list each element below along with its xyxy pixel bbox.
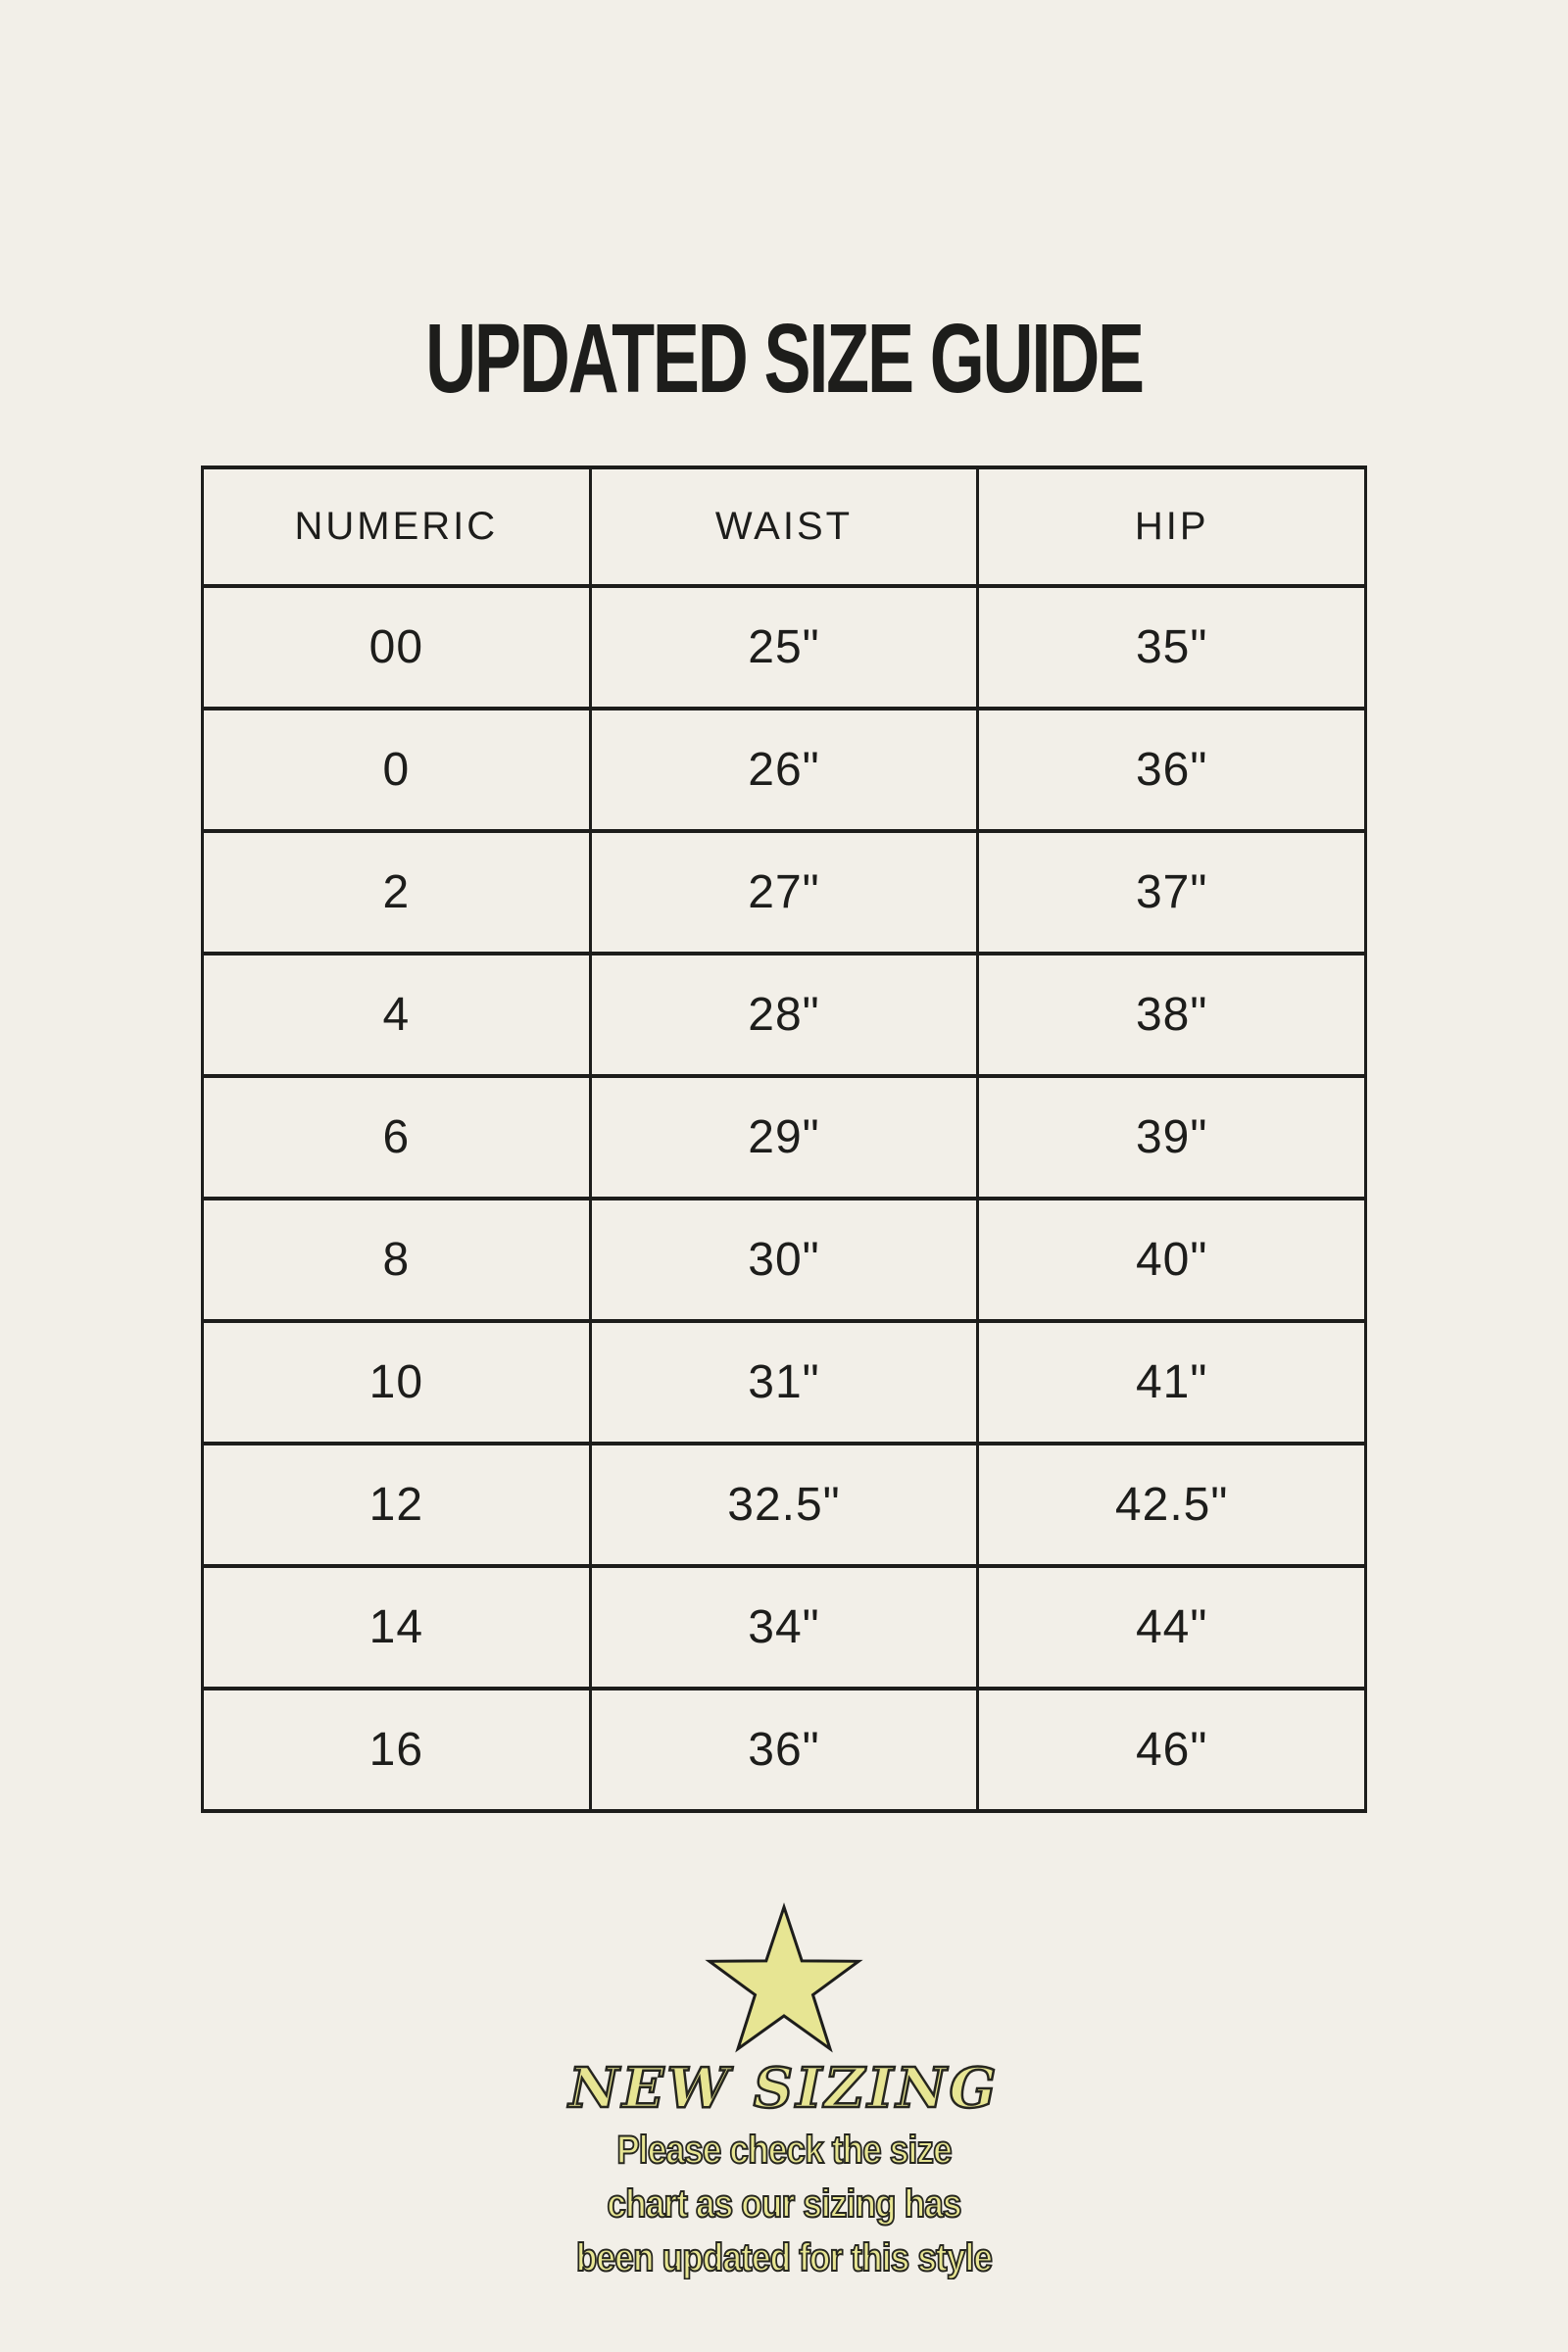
- table-row: 8 30" 40": [201, 1197, 1367, 1323]
- waist-cell: 34": [588, 1564, 980, 1690]
- hip-cell: 44": [976, 1564, 1367, 1690]
- numeric-cell: 2: [201, 829, 592, 956]
- table-row: 00 25" 35": [201, 584, 1367, 710]
- waist-cell: 31": [588, 1319, 980, 1446]
- sizing-note-line: been updated for this style: [575, 2235, 994, 2280]
- table-row: 14 34" 44": [201, 1564, 1367, 1690]
- numeric-cell: 16: [201, 1687, 592, 1813]
- hip-cell: 36": [976, 707, 1367, 833]
- waist-cell: 25": [588, 584, 980, 710]
- waist-cell: 26": [588, 707, 980, 833]
- table-row: 6 29" 39": [201, 1074, 1367, 1200]
- numeric-cell: 00: [201, 584, 592, 710]
- waist-cell: 32.5": [588, 1442, 980, 1568]
- column-header-waist: WAIST: [588, 466, 980, 588]
- table-row: 12 32.5" 42.5": [201, 1442, 1367, 1568]
- page-title: UPDATED SIZE GUIDE: [425, 304, 1145, 414]
- waist-cell: 29": [588, 1074, 980, 1200]
- numeric-cell: 4: [201, 952, 592, 1078]
- size-table-body: 00 25" 35" 0 26" 36" 2 27" 37" 4 28" 38"…: [201, 584, 1367, 1813]
- size-table: NUMERIC WAIST HIP 00 25" 35" 0 26" 36" 2…: [201, 466, 1367, 1813]
- waist-cell: 36": [588, 1687, 980, 1813]
- hip-cell: 40": [976, 1197, 1367, 1323]
- hip-cell: 38": [976, 952, 1367, 1078]
- sizing-note-line: Please check the size: [615, 2128, 953, 2173]
- numeric-cell: 14: [201, 1564, 592, 1690]
- header-row: NUMERIC WAIST HIP: [201, 466, 1367, 588]
- column-header-hip: HIP: [976, 466, 1367, 588]
- table-row: 4 28" 38": [201, 952, 1367, 1078]
- table-row: 2 27" 37": [201, 829, 1367, 956]
- column-header-numeric: NUMERIC: [201, 466, 592, 588]
- numeric-cell: 10: [201, 1319, 592, 1446]
- hip-cell: 46": [976, 1687, 1367, 1813]
- hip-cell: 37": [976, 829, 1367, 956]
- numeric-cell: 0: [201, 707, 592, 833]
- size-table-header: NUMERIC WAIST HIP: [201, 466, 1367, 588]
- numeric-cell: 12: [201, 1442, 592, 1568]
- table-row: 0 26" 36": [201, 707, 1367, 833]
- hip-cell: 35": [976, 584, 1367, 710]
- star-icon: [701, 1902, 867, 2054]
- table-row: 16 36" 46": [201, 1687, 1367, 1813]
- sizing-note-line: chart as our sizing has: [607, 2181, 963, 2227]
- table-row: 10 31" 41": [201, 1319, 1367, 1446]
- hip-cell: 41": [976, 1319, 1367, 1446]
- hip-cell: 42.5": [976, 1442, 1367, 1568]
- sizing-note: Please check the size chart as our sizin…: [94, 2124, 1474, 2285]
- waist-cell: 28": [588, 952, 980, 1078]
- hip-cell: 39": [976, 1074, 1367, 1200]
- waist-cell: 27": [588, 829, 980, 956]
- new-sizing-heading: NEW SIZING: [567, 2056, 1000, 2121]
- waist-cell: 30": [588, 1197, 980, 1323]
- numeric-cell: 6: [201, 1074, 592, 1200]
- numeric-cell: 8: [201, 1197, 592, 1323]
